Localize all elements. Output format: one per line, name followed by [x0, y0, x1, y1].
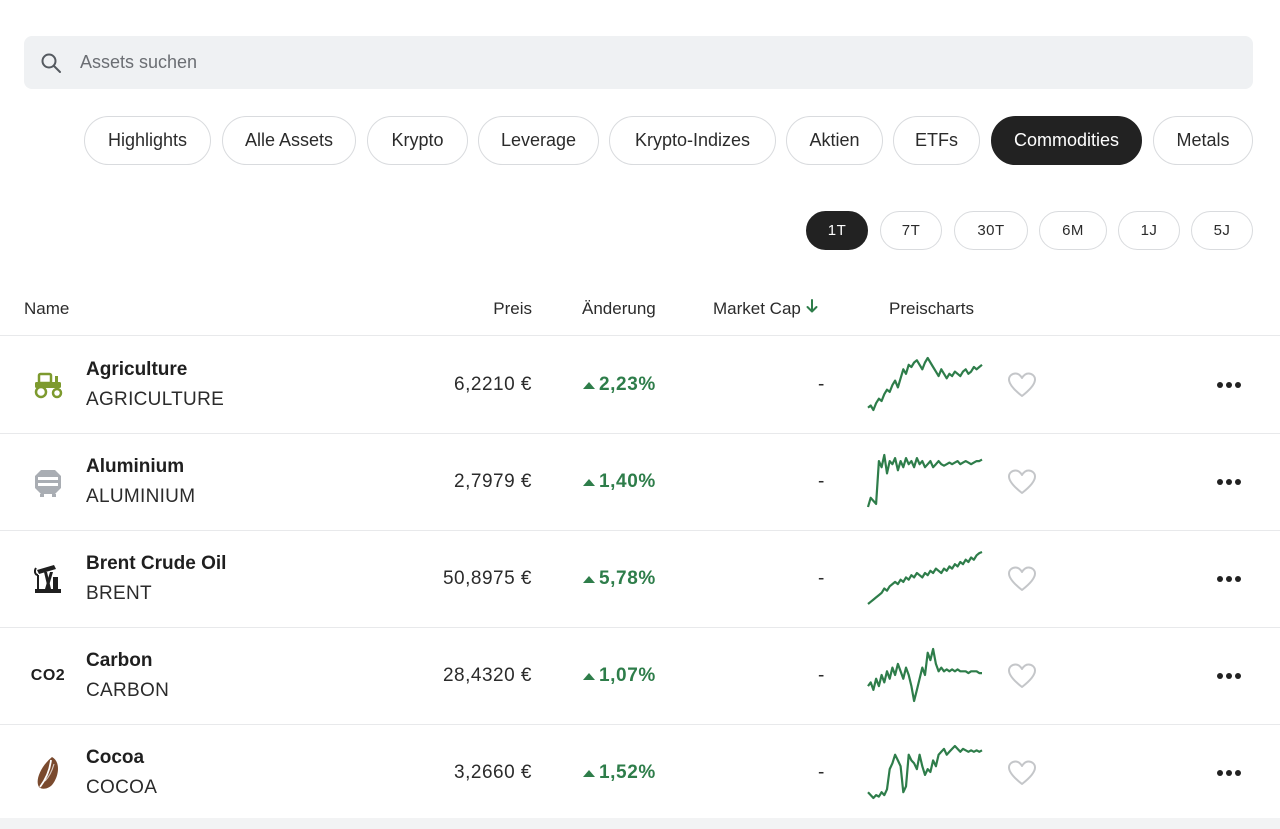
sparkline-path	[867, 647, 982, 703]
filter-krypto[interactable]: Krypto	[367, 116, 468, 165]
period-6m[interactable]: 6M	[1039, 211, 1107, 250]
heart-icon[interactable]	[1007, 759, 1037, 787]
more-options-icon[interactable]	[1214, 474, 1244, 490]
sparkline-path	[867, 356, 983, 412]
asset-market-cap: -	[818, 471, 825, 492]
asset-change: 1,07%	[583, 665, 656, 687]
triangle-up-icon	[583, 672, 595, 680]
cocoa-bean-icon	[28, 755, 68, 791]
filter-commodities[interactable]: Commodities	[991, 116, 1142, 165]
more-options-icon[interactable]	[1214, 377, 1244, 393]
asset-price: 28,4320 €	[442, 665, 532, 686]
asset-name: Carbon	[86, 650, 153, 671]
heart-icon[interactable]	[1007, 468, 1037, 496]
category-filters: Highlights Alle Assets Krypto Leverage K…	[0, 116, 1280, 166]
asset-change-value: 5,78%	[599, 568, 656, 589]
heart-icon[interactable]	[1007, 662, 1037, 690]
sparkline-path	[866, 453, 983, 508]
sparkline-path	[867, 744, 983, 800]
filter-highlights[interactable]: Highlights	[84, 116, 211, 165]
asset-price: 3,2660 €	[454, 762, 532, 783]
table-row-carbon[interactable]: CO2 Carbon CARBON 28,4320 € 1,07% -	[0, 628, 1280, 725]
period-7t[interactable]: 7T	[880, 211, 942, 250]
filter-etfs[interactable]: ETFs	[893, 116, 980, 165]
table-row-brent[interactable]: Brent Crude Oil BRENT 50,8975 € 5,78% -	[0, 531, 1280, 628]
search-icon	[40, 52, 62, 74]
header-market-cap[interactable]: Market Cap	[713, 298, 819, 319]
asset-change-value: 1,52%	[599, 762, 656, 783]
filter-alle-assets[interactable]: Alle Assets	[222, 116, 356, 165]
list-bottom-edge	[0, 818, 1280, 829]
asset-change-value: 1,07%	[599, 665, 656, 686]
price-sparkline	[867, 550, 983, 605]
asset-ticker: BRENT	[86, 583, 152, 604]
search-input[interactable]	[80, 36, 1230, 89]
asset-market-cap: -	[818, 568, 825, 589]
filter-metals[interactable]: Metals	[1153, 116, 1253, 165]
header-market-cap-label: Market Cap	[713, 299, 801, 318]
triangle-up-icon	[583, 769, 595, 777]
sparkline-path	[867, 550, 983, 605]
heart-icon[interactable]	[1007, 565, 1037, 593]
asset-price: 6,2210 €	[454, 374, 532, 395]
asset-change-value: 2,23%	[599, 374, 656, 395]
asset-market-cap: -	[818, 665, 825, 686]
filter-leverage[interactable]: Leverage	[478, 116, 599, 165]
header-name[interactable]: Name	[24, 299, 70, 318]
filter-aktien[interactable]: Aktien	[786, 116, 883, 165]
asset-change-value: 1,40%	[599, 471, 656, 492]
tractor-icon	[28, 367, 68, 403]
table-header: Name Preis Änderung Market Cap Preischar…	[0, 290, 1280, 336]
period-30t[interactable]: 30T	[954, 211, 1028, 250]
period-1t[interactable]: 1T	[806, 211, 868, 250]
triangle-up-icon	[583, 381, 595, 389]
table-row-aluminium[interactable]: Aluminium ALUMINIUM 2,7979 € 1,40% -	[0, 434, 1280, 531]
asset-price: 2,7979 €	[454, 471, 532, 492]
asset-name: Aluminium	[86, 456, 185, 477]
oil-pump-icon	[28, 561, 68, 597]
filter-krypto-indizes[interactable]: Krypto-Indizes	[609, 116, 776, 165]
table-row-cocoa[interactable]: Cocoa COCOA 3,2660 € 1,52% -	[0, 725, 1280, 822]
asset-change: 1,52%	[583, 762, 656, 784]
asset-change: 2,23%	[583, 374, 656, 396]
price-sparkline	[866, 453, 983, 508]
period-selector: 1T 7T 30T 6M 1J 5J	[0, 211, 1280, 251]
arrow-down-icon	[805, 298, 819, 319]
asset-ticker: COCOA	[86, 777, 158, 798]
asset-market-cap: -	[818, 762, 825, 783]
more-options-icon[interactable]	[1214, 668, 1244, 684]
price-sparkline	[867, 647, 982, 703]
price-sparkline	[867, 744, 983, 800]
price-sparkline	[867, 356, 983, 412]
asset-ticker: ALUMINIUM	[86, 486, 196, 507]
asset-name: Agriculture	[86, 359, 188, 380]
header-price-charts: Preischarts	[889, 299, 975, 318]
aluminium-ingot-icon	[28, 464, 68, 500]
period-1j[interactable]: 1J	[1118, 211, 1180, 250]
more-options-icon[interactable]	[1214, 571, 1244, 587]
table-row-agriculture[interactable]: Agriculture AGRICULTURE 6,2210 € 2,23% -	[0, 337, 1280, 434]
asset-market-cap: -	[818, 374, 825, 395]
period-5j[interactable]: 5J	[1191, 211, 1253, 250]
asset-name: Cocoa	[86, 747, 145, 768]
header-change[interactable]: Änderung	[582, 299, 656, 318]
more-options-icon[interactable]	[1214, 765, 1244, 781]
co2-icon: CO2	[30, 667, 66, 684]
asset-change: 1,40%	[583, 471, 656, 493]
heart-icon[interactable]	[1007, 371, 1037, 399]
asset-ticker: AGRICULTURE	[86, 389, 225, 410]
asset-ticker: CARBON	[86, 680, 170, 701]
asset-change: 5,78%	[583, 568, 656, 590]
triangle-up-icon	[583, 478, 595, 486]
triangle-up-icon	[583, 575, 595, 583]
asset-price: 50,8975 €	[442, 568, 532, 589]
header-price[interactable]: Preis	[493, 299, 532, 318]
search-bar[interactable]	[24, 36, 1253, 89]
asset-name: Brent Crude Oil	[86, 553, 227, 574]
